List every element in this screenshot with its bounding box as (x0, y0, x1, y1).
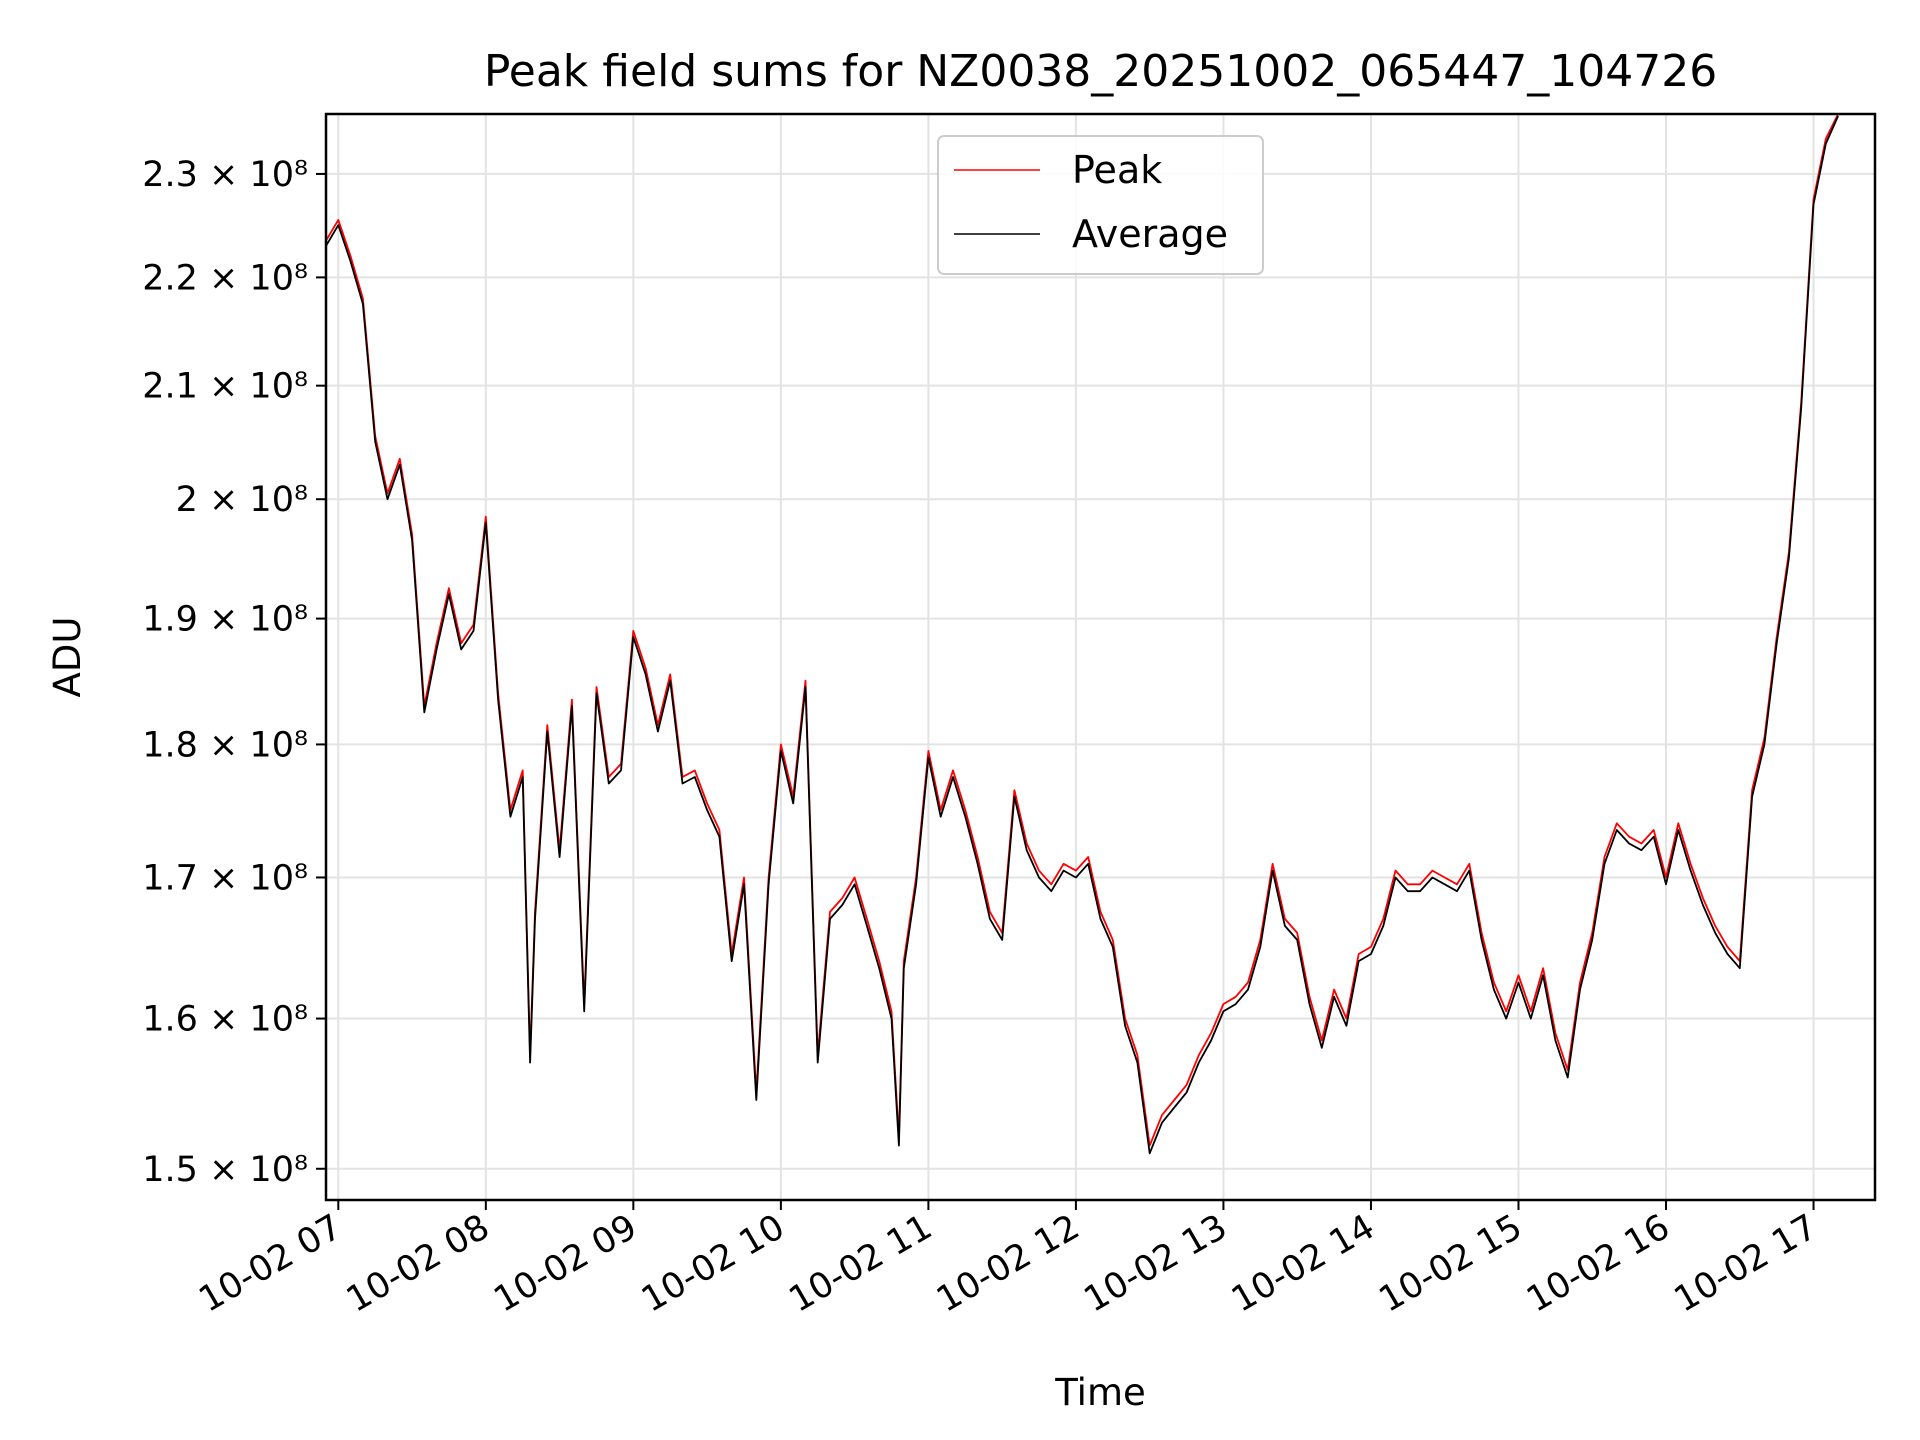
y-tick-label: 1.9 × 10⁸ (142, 600, 308, 640)
legend: Peak Average (937, 135, 1264, 275)
plot-frame (324, 112, 1877, 1202)
y-tick-label: 1.6 × 10⁸ (142, 1000, 308, 1040)
y-tick-label: 2 × 10⁸ (176, 480, 308, 520)
x-tick-label: 10-02 07 (193, 1207, 349, 1320)
x-tick-label: 10-02 15 (1373, 1207, 1529, 1320)
y-tick-label: 2.2 × 10⁸ (142, 258, 308, 298)
x-tick-label: 10-02 16 (1520, 1207, 1676, 1320)
series-layer (325, 113, 1839, 1155)
x-tick-label: 10-02 10 (635, 1207, 791, 1320)
y-tick-label: 2.1 × 10⁸ (142, 367, 308, 407)
y-axis: 1.5 × 10⁸ 1.6 × 10⁸ 1.7 × 10⁸ 1.8 × 10⁸ 1.9 … (142, 155, 326, 1190)
x-tick-label: 10-02 17 (1668, 1207, 1824, 1320)
y-axis-label: ADU (46, 617, 89, 698)
series-line-average (325, 115, 1839, 1155)
y-tick-label: 2.3 × 10⁸ (142, 155, 308, 195)
y-tick-label: 1.7 × 10⁸ (142, 858, 308, 898)
x-tick-label: 10-02 08 (340, 1207, 496, 1320)
y-tick-label: 1.8 × 10⁸ (142, 725, 308, 765)
grid (326, 114, 1875, 1200)
legend-label-average: Average (1072, 212, 1228, 256)
y-tick-label: 1.5 × 10⁸ (142, 1150, 308, 1190)
x-tick-label: 10-02 13 (1078, 1207, 1234, 1320)
x-axis-label: Time (1054, 1371, 1146, 1414)
chart-title: Peak field sums for NZ0038_20251002_0654… (484, 46, 1717, 97)
x-tick-label: 10-02 14 (1225, 1207, 1381, 1320)
x-tick-label: 10-02 09 (488, 1207, 644, 1320)
x-tick-label: 10-02 12 (930, 1207, 1086, 1320)
x-tick-label: 10-02 11 (783, 1207, 939, 1320)
legend-label-peak: Peak (1072, 148, 1162, 192)
